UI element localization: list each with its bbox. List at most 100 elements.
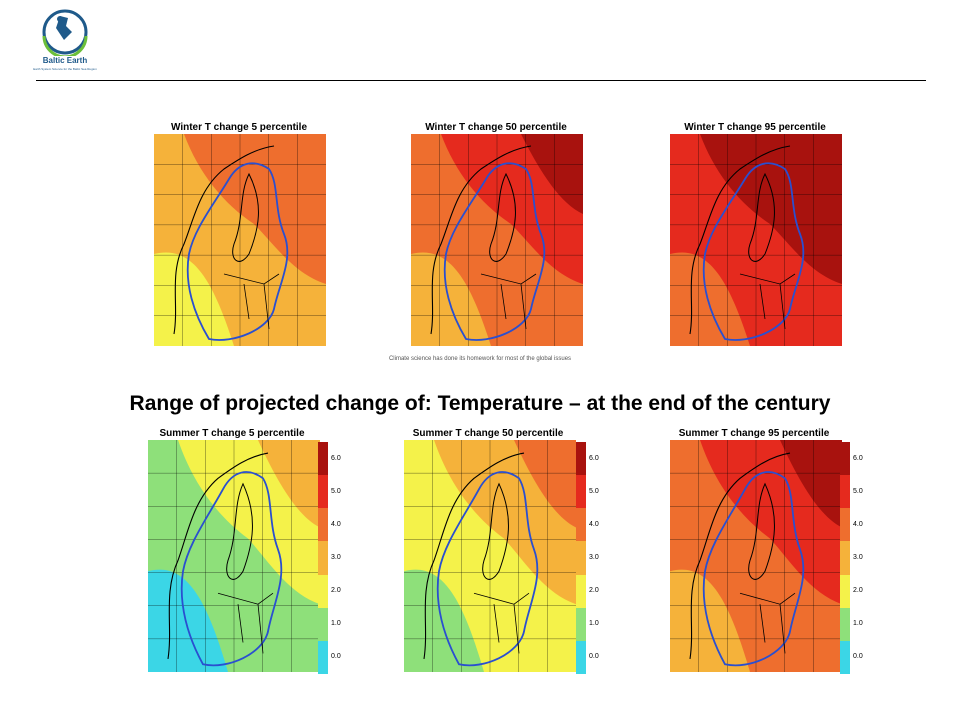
colorbar-segment [840,574,850,608]
colorbar-tick-label: 5.0 [853,487,863,495]
colorbar-segment [576,640,586,674]
map-coastline-bothnia [748,482,775,580]
map-coastline-bothnia [489,172,516,262]
small-note: Climate science has done its homework fo… [388,356,572,362]
map-title: Winter T change 95 percentile [684,122,826,133]
colorbar-segment [318,574,328,608]
map-region-hottest [514,440,576,528]
colorbar-segment [318,541,328,575]
map-country-borders [473,592,530,654]
logo-name: Baltic Earth [42,56,88,65]
colorbar-segment [318,442,328,476]
colorbar-tick-label: 1.0 [331,620,341,628]
logo-emblem-icon [42,9,88,59]
map-country-borders [480,273,537,330]
colorbar-segment [318,475,328,509]
map-country-borders [217,592,274,654]
map-coastline-bothnia [482,482,509,580]
colorbar-segment [576,607,586,641]
map-region-cool [411,252,491,346]
map-coastline-bothnia [226,482,253,580]
colorbar-segment [576,574,586,608]
map-region-hottest [780,134,842,214]
baltic-catchment-border [702,162,805,341]
logo-tagline: Earth System Science for the Baltic Sea … [33,67,97,71]
colorbar-segment [840,508,850,542]
colorbar-tick-label: 3.0 [331,554,341,561]
map-region-hottest [780,440,842,528]
colorbar-tick-label: 4.0 [853,520,863,528]
map-country-borders [223,273,280,330]
map-coastline [173,145,275,335]
header-divider [36,80,926,81]
colorbar-segment [576,541,586,575]
temperature-map [411,134,583,346]
map-panel-summer-95: Summer T change 95 percentile [664,428,844,676]
map-coastline [689,452,791,659]
colorbar-segment [576,442,586,476]
colorbar-segment [840,607,850,641]
map-region-hottest [521,134,583,214]
colorbar-tick-label: 4.0 [331,520,341,528]
map-coastline [430,145,532,335]
colorbar-segment [576,508,586,542]
colorbar-tick-label: 2.0 [331,587,341,595]
colorbar-tick-label: 2.0 [589,587,599,595]
colorbar-tick-label: 3.0 [589,554,599,561]
colorbar-tick-label: 1.0 [853,620,863,628]
colorbar-tick-label: 4.0 [589,520,599,528]
map-title: Summer T change 5 percentile [159,428,305,439]
colorbar-tick-label: 5.0 [589,487,599,495]
colorbar-segment [840,442,850,476]
map-region-cool [148,569,228,672]
temperature-map [148,440,320,672]
colorbar-summer-5: 6.0 5.0 4.0 3.0 2.0 1.0 0.0 [318,442,352,674]
baltic-earth-logo: Baltic Earth Earth System Science for th… [30,6,100,80]
temperature-map [404,440,576,672]
baltic-catchment-border [443,162,546,341]
colorbar-segment [318,607,328,641]
colorbar-summer-95: 6.0 5.0 4.0 3.0 2.0 1.0 0.0 [840,442,874,674]
colorbar-segment [840,475,850,509]
map-panel-summer-5: Summer T change 5 percentile [142,428,322,676]
baltic-catchment-border [180,471,283,667]
map-coastline-bothnia [232,172,259,262]
temperature-map [154,134,326,346]
map-country-borders [739,273,796,330]
colorbar-tick-label: 5.0 [331,487,341,495]
colorbar-tick-label: 3.0 [853,554,863,561]
colorbar-tick-label: 0.0 [589,653,599,661]
slide-title: Range of projected change of: Temperatur… [129,392,831,415]
temperature-map [670,440,842,672]
map-title: Winter T change 5 percentile [170,122,308,133]
colorbar-tick-label: 1.0 [589,620,599,628]
map-panel-summer-50: Summer T change 50 percentile [398,428,578,676]
colorbar-segment [318,508,328,542]
colorbar-tick-label: 6.0 [331,454,341,462]
map-region-cool [670,569,750,672]
map-region-cool [154,252,234,346]
map-region-hottest [264,134,326,214]
map-title: Summer T change 50 percentile [412,428,564,439]
map-coastline [689,145,791,335]
colorbar-tick-label: 6.0 [853,454,863,462]
colorbar-tick-label: 6.0 [589,454,599,462]
colorbar-tick-label: 0.0 [853,653,863,661]
colorbar-tick-label: 2.0 [853,587,863,595]
map-coastline-bothnia [748,172,775,262]
map-region-hottest [258,440,320,528]
map-panel-winter-5: Winter T change 5 percentile [148,122,330,347]
map-region-cool [670,252,750,346]
baltic-catchment-border [186,162,289,341]
map-panel-winter-50: Winter T change 50 percentile [405,122,587,347]
baltic-catchment-border [702,471,805,667]
map-coastline [423,452,525,659]
map-region-cool [404,569,484,672]
colorbar-segment [840,541,850,575]
temperature-map [670,134,842,346]
map-panel-winter-95: Winter T change 95 percentile [664,122,846,347]
baltic-catchment-border [436,471,539,667]
map-title: Summer T change 95 percentile [678,428,830,439]
colorbar-segment [576,475,586,509]
map-coastline [167,452,269,659]
